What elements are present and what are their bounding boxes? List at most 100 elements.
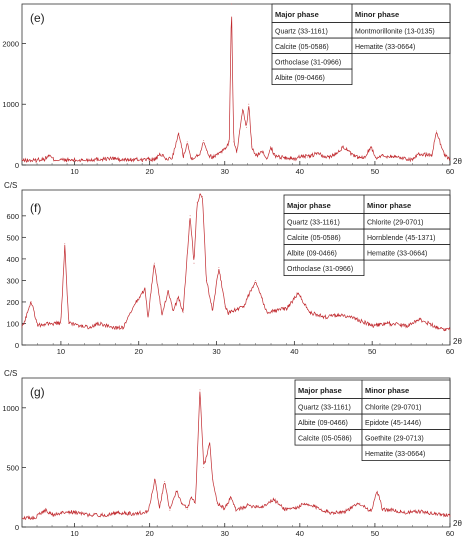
minor-phase-header: Minor phase — [365, 386, 409, 395]
data-point — [122, 327, 124, 329]
data-point — [203, 467, 205, 468]
data-point — [141, 159, 143, 160]
major-phase-cell — [283, 259, 365, 277]
data-point — [165, 159, 167, 160]
x-axis-label: 2θ — [453, 519, 462, 528]
data-point — [363, 157, 364, 159]
data-point — [208, 155, 210, 157]
data-point — [333, 154, 334, 156]
data-point — [90, 327, 91, 329]
data-point — [97, 323, 99, 324]
data-point — [160, 153, 162, 155]
data-point — [48, 154, 50, 156]
minor-phase-entry: Epidote (45-1446) — [365, 420, 421, 427]
data-point — [196, 202, 198, 204]
data-point — [206, 455, 208, 456]
data-point — [323, 157, 325, 159]
data-point — [218, 267, 220, 268]
major-phase-entry: Quartz (33-1161) — [287, 219, 340, 226]
data-point — [171, 157, 173, 159]
y-tick-label: 0 — [15, 161, 19, 170]
minor-phase-entry: Montmorillonite (13-0135) — [355, 28, 435, 35]
data-point — [144, 288, 146, 290]
data-point — [48, 323, 50, 324]
data-point — [418, 318, 420, 320]
x-tick-label: 40 — [296, 167, 304, 176]
minor-phase-cell — [361, 444, 451, 462]
data-point — [53, 159, 54, 160]
data-point — [155, 158, 157, 160]
data-point — [216, 502, 218, 504]
data-point — [190, 157, 192, 159]
data-point — [235, 509, 237, 511]
data-point — [370, 146, 372, 148]
data-point — [161, 314, 163, 316]
y-tick-label: 500 — [6, 463, 19, 472]
x-tick-label: 40 — [290, 347, 298, 356]
phase-table: Major phase Minor phase Quartz (33-1161) Ca… — [283, 194, 451, 277]
major-phase-header: Major phase — [275, 10, 319, 19]
data-point — [206, 280, 207, 281]
phase-table: Major phase Minor phase Quartz (33-1161) Ca… — [271, 3, 451, 85]
major-phase-entry: Albite (09-0466) — [287, 250, 337, 257]
data-point — [329, 512, 331, 514]
major-phase-entry: Calcite (05-0586) — [287, 235, 341, 242]
data-point — [193, 262, 195, 264]
minor-phase-entry: Chlorite (29-0701) — [367, 219, 423, 226]
data-point — [45, 509, 47, 511]
data-point — [309, 312, 311, 314]
data-point — [243, 305, 245, 307]
major-phase-entry: Calcite (05-0586) — [298, 435, 352, 442]
major-phase-entry: Quartz (33-1161) — [275, 28, 328, 35]
data-point — [353, 156, 355, 157]
data-point — [284, 157, 286, 159]
data-point — [443, 153, 445, 155]
x-axis-label: 2θ — [453, 337, 462, 346]
x-tick-label: 10 — [57, 347, 65, 356]
data-point — [199, 389, 201, 391]
data-point — [262, 151, 264, 153]
data-point — [147, 511, 149, 512]
y-tick-label: 200 — [6, 298, 19, 307]
x-tick-label: 20 — [145, 529, 153, 538]
data-point — [230, 496, 232, 498]
data-point — [167, 290, 169, 292]
data-point — [295, 158, 297, 160]
data-point — [153, 262, 155, 264]
data-point — [242, 109, 244, 111]
data-point — [356, 318, 357, 320]
data-point — [318, 152, 319, 154]
minor-phase-entry: Hornblende (45-1371) — [367, 235, 436, 242]
data-point — [437, 327, 439, 329]
data-point — [203, 140, 205, 142]
y-axis-label: C/S — [4, 369, 17, 378]
data-point — [64, 243, 66, 245]
data-point — [104, 514, 105, 516]
major-phase-entry: Orthoclase (31-0966) — [287, 266, 353, 273]
data-point — [224, 305, 226, 307]
minor-phase-entry: Goethite (29-0713) — [365, 435, 424, 442]
data-point — [60, 323, 62, 324]
data-point — [89, 514, 90, 516]
minor-phase-entry: Chlorite (29-0701) — [365, 404, 421, 411]
data-point — [411, 159, 413, 160]
data-point — [119, 512, 120, 514]
data-point — [178, 297, 179, 298]
data-point — [191, 496, 193, 498]
phase-table: Major phase Minor phase Quartz (33-1161) Al… — [294, 379, 451, 462]
data-point — [169, 509, 171, 511]
data-point — [228, 141, 230, 143]
data-point — [274, 310, 276, 311]
data-point — [219, 151, 221, 153]
data-point — [273, 499, 274, 500]
series-line — [21, 193, 451, 332]
data-point — [449, 329, 451, 331]
x-tick-label: 50 — [371, 167, 379, 176]
major-phase-entry: Quartz (33-1161) — [298, 404, 351, 411]
data-point — [96, 158, 98, 160]
data-point — [270, 146, 271, 148]
x-tick-label: 60 — [446, 167, 454, 176]
data-point — [297, 292, 299, 294]
plot-frame — [21, 3, 451, 166]
